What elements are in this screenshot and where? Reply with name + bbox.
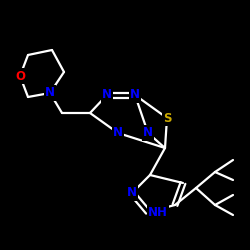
- Text: N: N: [45, 86, 55, 100]
- Text: O: O: [15, 70, 25, 82]
- Text: N: N: [102, 88, 112, 102]
- Text: N: N: [143, 126, 153, 140]
- Text: N: N: [127, 186, 137, 200]
- Text: N: N: [130, 88, 140, 102]
- Text: S: S: [163, 112, 171, 124]
- Text: N: N: [113, 126, 123, 140]
- Text: NH: NH: [148, 206, 168, 218]
